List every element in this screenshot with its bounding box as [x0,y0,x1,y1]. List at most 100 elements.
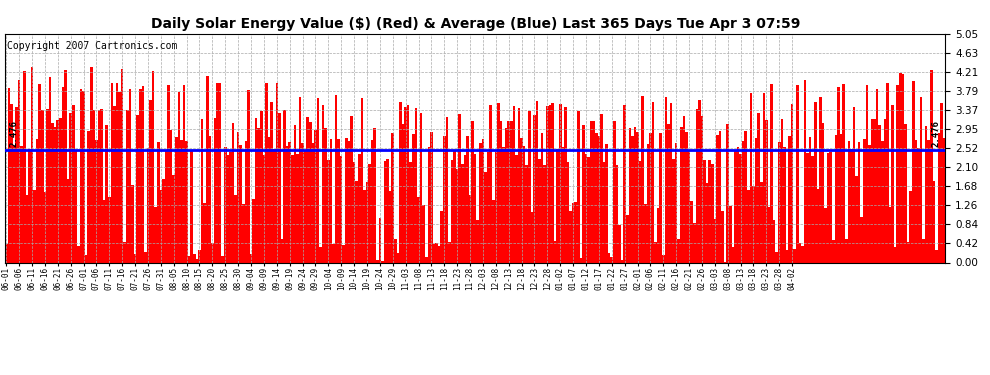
Bar [513,106,515,262]
Title: Daily Solar Energy Value ($) (Red) & Average (Blue) Last 365 Days Tue Apr 3 07:5: Daily Solar Energy Value ($) (Red) & Ave… [150,17,800,31]
Bar [433,243,436,262]
Bar [844,239,847,262]
Bar [350,116,352,262]
Bar [108,197,111,262]
Bar [430,132,433,262]
Bar [77,246,79,262]
Bar [709,160,711,262]
Bar [260,111,262,262]
Bar [111,83,113,262]
Bar [355,181,358,262]
Bar [476,220,479,262]
Bar [940,103,942,262]
Bar [39,84,41,262]
Bar [531,212,534,262]
Bar [196,259,198,262]
Bar [675,143,677,262]
Bar [646,144,649,262]
Bar [415,108,417,262]
Bar [608,253,611,262]
Bar [23,70,26,262]
Bar [773,220,775,262]
Bar [825,208,827,262]
Bar [592,121,595,262]
Bar [626,215,629,262]
Bar [219,83,222,262]
Bar [659,133,662,262]
Bar [216,84,219,262]
Bar [765,120,767,262]
Bar [933,181,936,262]
Bar [541,133,544,262]
Bar [642,96,644,262]
Bar [360,98,363,262]
Bar [487,153,489,262]
Bar [793,249,796,262]
Bar [28,149,31,262]
Bar [698,100,701,262]
Bar [749,93,752,262]
Bar [296,154,299,262]
Bar [211,243,214,262]
Bar [34,189,36,262]
Bar [706,183,709,262]
Bar [330,139,333,262]
Bar [711,164,714,262]
Bar [438,246,441,262]
Bar [134,254,137,262]
Bar [634,127,637,262]
Bar [98,111,100,262]
Bar [884,119,886,262]
Bar [889,207,891,262]
Bar [871,119,873,262]
Bar [227,155,229,262]
Bar [147,148,149,262]
Bar [897,85,899,262]
Bar [286,146,288,262]
Bar [381,261,384,262]
Bar [164,151,167,262]
Bar [936,250,938,262]
Bar [312,143,314,262]
Bar [865,85,868,262]
Bar [556,149,559,262]
Bar [280,239,283,262]
Bar [688,150,690,262]
Bar [301,143,304,262]
Bar [13,145,15,262]
Bar [806,153,809,262]
Bar [237,132,240,262]
Bar [873,118,876,262]
Bar [830,152,832,262]
Bar [930,70,933,262]
Bar [603,162,605,262]
Bar [928,140,930,262]
Bar [902,74,904,262]
Bar [453,151,455,262]
Bar [320,247,322,262]
Bar [21,146,23,262]
Bar [322,105,325,262]
Bar [891,105,894,262]
Bar [386,159,389,262]
Bar [188,256,190,262]
Bar [566,162,569,262]
Bar [719,131,722,262]
Bar [515,155,518,262]
Bar [252,200,254,262]
Bar [461,164,463,262]
Bar [420,113,423,262]
Bar [15,107,18,262]
Bar [819,96,822,262]
Bar [209,136,211,262]
Bar [855,176,858,262]
Bar [262,155,265,262]
Bar [325,128,327,262]
Bar [801,246,804,262]
Text: 2.476: 2.476 [932,120,940,147]
Bar [53,127,56,262]
Bar [26,195,28,262]
Bar [371,140,373,262]
Bar [132,184,134,262]
Bar [74,151,77,262]
